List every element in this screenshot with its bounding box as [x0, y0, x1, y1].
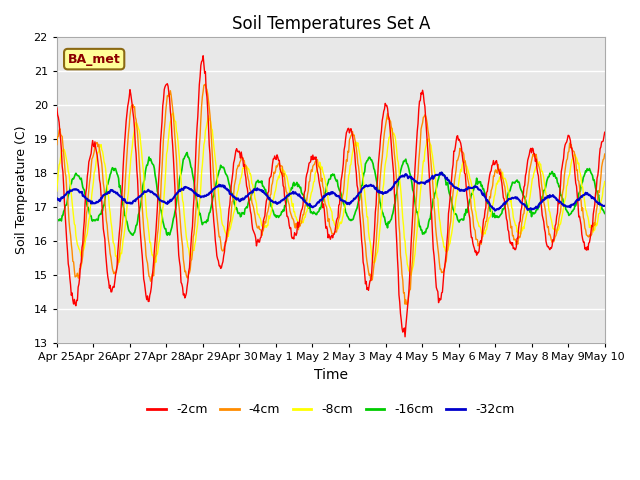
-2cm — [415, 107, 422, 112]
Legend: -2cm, -4cm, -8cm, -16cm, -32cm: -2cm, -4cm, -8cm, -16cm, -32cm — [142, 398, 519, 421]
-4cm — [601, 151, 609, 157]
-2cm — [401, 334, 409, 340]
-8cm — [175, 156, 183, 162]
-4cm — [202, 81, 209, 87]
-2cm — [53, 105, 61, 111]
-32cm — [175, 188, 182, 194]
-32cm — [413, 180, 421, 185]
-32cm — [397, 174, 405, 180]
-4cm — [415, 157, 422, 163]
Line: -4cm: -4cm — [57, 84, 605, 304]
-8cm — [170, 110, 177, 116]
-16cm — [415, 218, 422, 224]
-8cm — [119, 237, 127, 242]
-32cm — [601, 203, 609, 209]
-8cm — [398, 204, 406, 210]
-2cm — [199, 53, 207, 59]
-2cm — [175, 252, 182, 258]
-2cm — [205, 122, 212, 128]
-16cm — [63, 202, 70, 208]
-2cm — [63, 238, 70, 244]
-4cm — [398, 272, 406, 277]
-2cm — [119, 165, 127, 170]
Text: BA_met: BA_met — [68, 53, 120, 66]
-16cm — [205, 210, 213, 216]
-8cm — [601, 179, 609, 184]
Y-axis label: Soil Temperature (C): Soil Temperature (C) — [15, 126, 28, 254]
-16cm — [175, 177, 183, 182]
-4cm — [175, 202, 182, 207]
-32cm — [491, 208, 499, 214]
Title: Soil Temperatures Set A: Soil Temperatures Set A — [232, 15, 430, 33]
-16cm — [601, 211, 609, 216]
-16cm — [163, 232, 171, 238]
-32cm — [119, 197, 127, 203]
-4cm — [119, 213, 127, 218]
-16cm — [119, 203, 127, 208]
-8cm — [407, 272, 415, 278]
-2cm — [601, 130, 609, 135]
Line: -8cm: -8cm — [57, 113, 605, 275]
-16cm — [53, 216, 61, 221]
-8cm — [53, 188, 61, 194]
-32cm — [204, 192, 212, 198]
-8cm — [205, 113, 212, 119]
-16cm — [399, 161, 406, 167]
Line: -2cm: -2cm — [57, 56, 605, 337]
-4cm — [205, 98, 212, 104]
-32cm — [438, 169, 445, 175]
Line: -32cm: -32cm — [57, 172, 605, 211]
Line: -16cm: -16cm — [57, 153, 605, 235]
-16cm — [183, 150, 191, 156]
-2cm — [398, 325, 406, 331]
-4cm — [53, 142, 61, 147]
-4cm — [403, 301, 411, 307]
-4cm — [63, 187, 70, 193]
X-axis label: Time: Time — [314, 368, 348, 382]
-32cm — [63, 190, 70, 196]
-32cm — [53, 195, 61, 201]
-8cm — [415, 208, 422, 214]
-8cm — [63, 158, 70, 164]
